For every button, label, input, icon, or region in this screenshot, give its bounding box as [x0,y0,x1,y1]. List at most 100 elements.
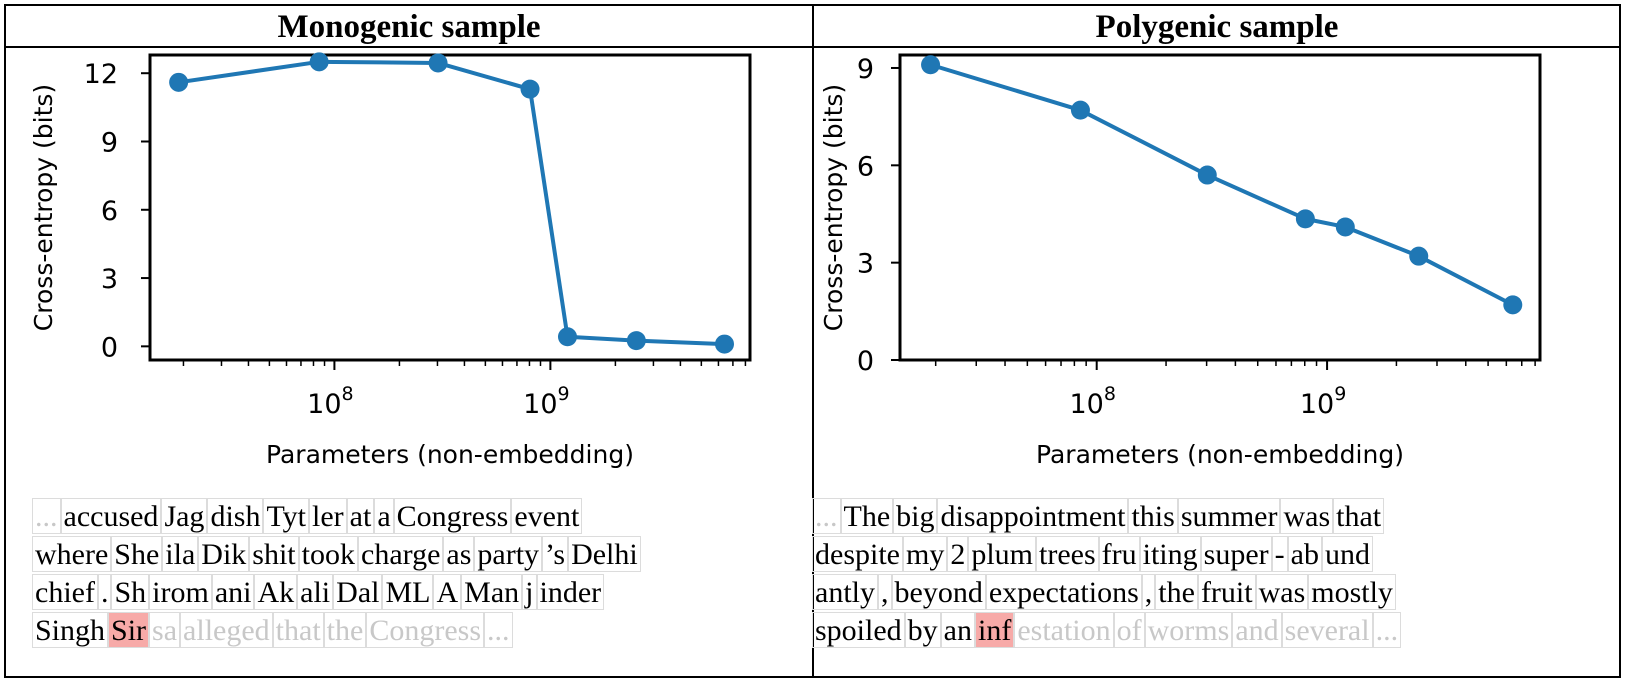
token: ... [32,498,61,534]
token: worms [1144,612,1233,648]
token: Congress [366,612,484,648]
token: inder [536,574,605,610]
token: , [878,574,892,610]
token: Jag [161,498,208,534]
token: She [111,536,163,572]
token: despite [812,536,903,572]
token: iting [1139,536,1201,572]
series-line [178,59,725,347]
token: was [1280,498,1334,534]
token: that [272,612,324,648]
token-row: Singh Sir sa alleged that the Congress... [32,612,513,648]
token: chief [32,574,98,610]
token: of [1113,612,1145,648]
token-row: where She ila Dik shit took charge as part… [32,536,641,572]
token: j [522,574,537,610]
token: Dal [333,574,383,610]
token-row: antly, beyond expectations, the fruit wa… [812,574,1396,610]
token-row: ... accused Jag dish Tyt ler at a Congress… [32,498,583,534]
token: alleged [180,612,273,648]
token-row: ... The big disappointment this summer wa… [812,498,1385,534]
token: ’s [542,536,569,572]
x-tick-label: 109 [523,383,569,420]
token: expectations [985,574,1142,610]
token: Ak [254,574,298,610]
panel-title-monogenic: Monogenic sample [277,9,541,45]
token: und [1321,536,1373,572]
data-point [309,52,329,72]
token: ... [1372,612,1402,648]
y-tick-label: 3 [857,249,874,280]
plot-area [148,53,752,362]
token: my [902,536,948,572]
token: summer [1177,498,1281,534]
token: ab [1287,536,1322,572]
polygenic-chart: 0 3 6 9 108 109 Parameters (non-embedding) Cros… [819,53,1542,469]
token: an [940,612,975,648]
token: dish [207,498,264,534]
token: ML [382,574,434,610]
token-row: spoiled by an inf estation of worms and s… [812,612,1402,648]
token: fru [1098,536,1140,572]
x-tick-label: 108 [307,383,353,420]
panel-divider [812,4,814,678]
data-point [169,72,189,92]
token: Singh [32,612,109,648]
token: a [374,498,394,534]
x-axis-label: Parameters (non-embedding) [1036,440,1404,469]
data-point [1197,165,1217,185]
token: ... [812,498,841,534]
data-point [921,55,941,75]
token: where [32,536,112,572]
token: was [1255,574,1309,610]
token: and [1232,612,1282,648]
token: irom [149,574,212,610]
y-tick-label: 12 [84,59,118,90]
token: at [346,498,375,534]
token: mostly [1308,574,1396,610]
token: . [97,574,112,610]
y-axis-label: Cross-entropy (bits) [29,84,58,331]
token: ler [309,498,347,534]
y-tick-label: 9 [101,127,118,158]
token: the [323,612,367,648]
token: party [474,536,543,572]
data-point [428,53,448,73]
token: , [1141,574,1156,610]
token: antly [812,574,878,610]
token: plum [968,536,1036,572]
series-line [929,62,1514,307]
token: disappointment [937,498,1129,534]
x-axis-label: Parameters (non-embedding) [266,440,634,469]
y-tick-label: 0 [101,332,118,363]
token: big [893,498,938,534]
monogenic-chart: 0 3 6 9 12 108 109 Parameters (non-embedding) Cr… [29,52,752,469]
token-row: despite my 2 plum trees fru iting super - a… [812,536,1373,572]
data-point [1295,209,1315,229]
token: by [904,612,941,648]
panel-title-polygenic: Polygenic sample [1095,9,1339,45]
token-highlighted: inf [975,612,1015,648]
data-point [1070,100,1090,120]
token: shit [249,536,299,572]
token-row: chief. Sh irom ani Ak ali Dal ML A Man j inder [32,574,605,610]
y-tick-label: 6 [857,151,874,182]
token: accused [60,498,162,534]
token: beyond [891,574,986,610]
token: A [433,574,462,610]
token: Tyt [263,498,310,534]
token: 2 [947,536,969,572]
token: Man [461,574,523,610]
token: Congress [393,498,512,534]
token: as [443,536,475,572]
data-point [520,79,540,99]
y-tick-label: 6 [101,196,118,227]
x-tick-label: 109 [1300,383,1346,420]
token: Dik [198,536,250,572]
y-tick-label: 3 [101,264,118,295]
token: charge [358,536,444,572]
plot-area [898,53,1542,362]
token: spoiled [812,612,905,648]
token: several [1281,612,1373,648]
data-point [1335,217,1355,237]
